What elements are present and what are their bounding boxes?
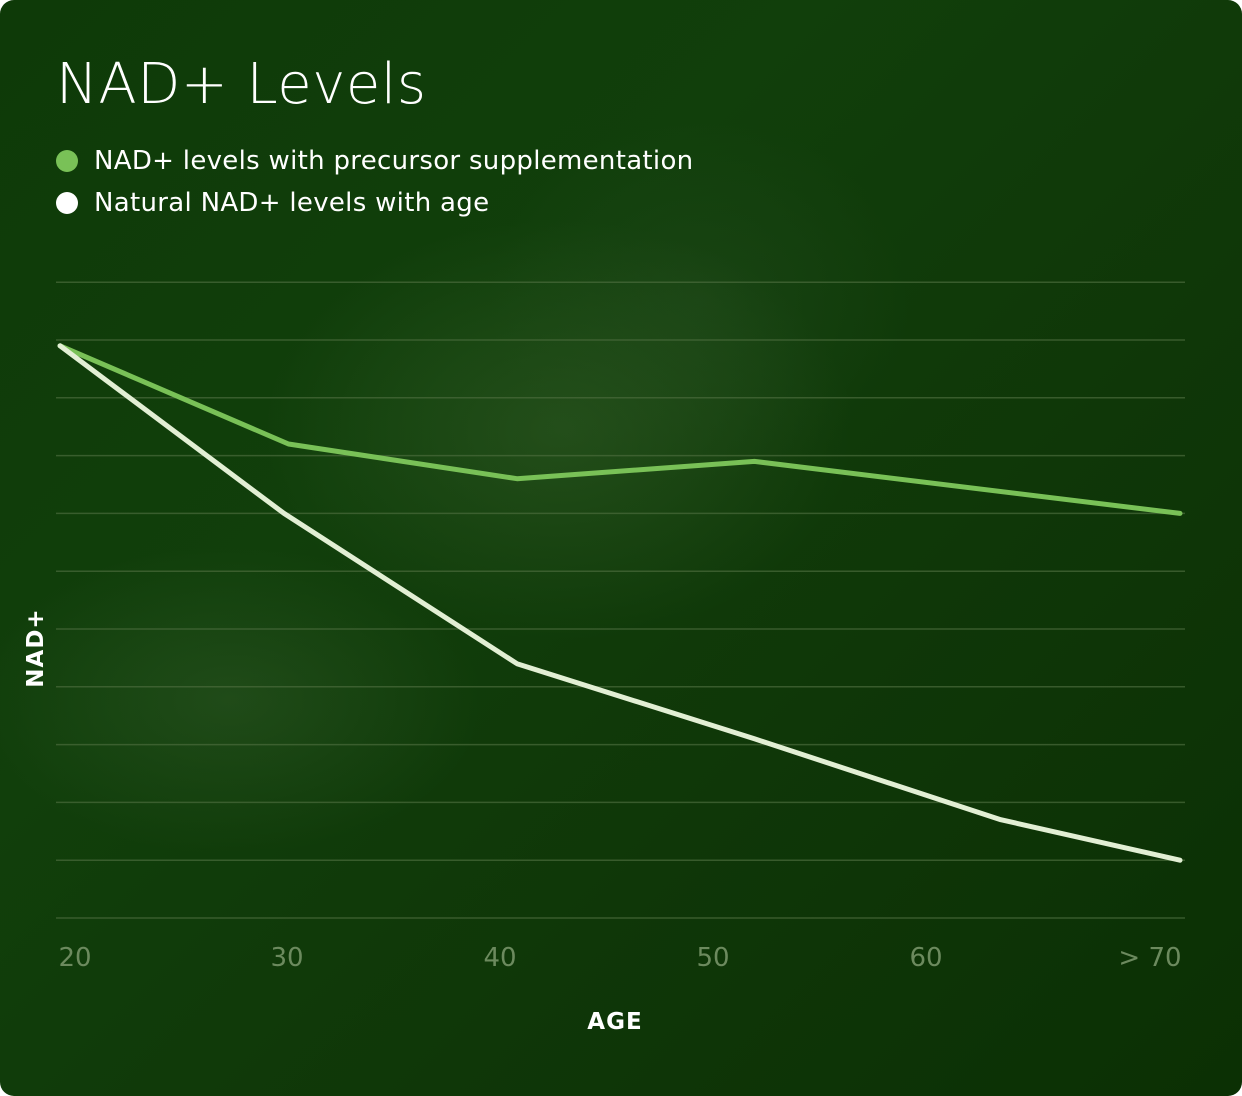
legend-item-supplementation: NAD+ levels with precursor supplementati… <box>56 140 693 182</box>
legend-label-natural: Natural NAD+ levels with age <box>94 188 490 218</box>
x-tick-label: 50 <box>696 943 729 973</box>
x-tick-label: > 70 <box>1118 943 1181 973</box>
x-tick-label: 20 <box>58 943 91 973</box>
x-tick-labels: 20 30 40 50 60 > 70 <box>58 943 1181 973</box>
legend-item-natural: Natural NAD+ levels with age <box>56 182 693 224</box>
x-axis-label: AGE <box>587 1009 643 1035</box>
x-tick-label: 60 <box>909 943 942 973</box>
chart-legend: NAD+ levels with precursor supplementati… <box>56 140 693 224</box>
x-tick-label: 40 <box>483 943 516 973</box>
grid-lines <box>56 281 1185 919</box>
series-line-supplementation <box>57 343 1183 516</box>
chart-title: NAD+ Levels <box>56 52 427 117</box>
legend-swatch-supplementation <box>56 150 78 172</box>
x-tick-label: 30 <box>270 943 303 973</box>
series-lines <box>57 343 1183 863</box>
legend-label-supplementation: NAD+ levels with precursor supplementati… <box>94 146 694 176</box>
y-axis-label: NAD+ <box>23 608 49 688</box>
legend-swatch-natural <box>56 192 78 214</box>
series-line-natural <box>57 343 1183 863</box>
